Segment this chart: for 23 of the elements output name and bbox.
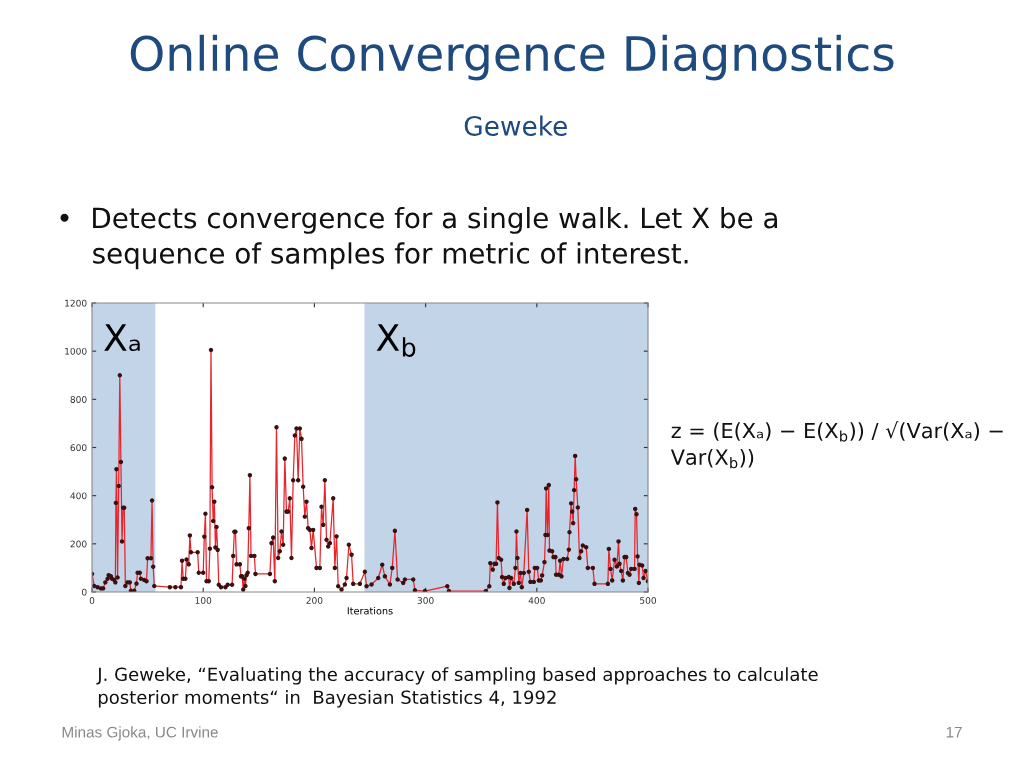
x-tick-label: 100 [195,597,212,604]
x-tick-label: 0 [89,597,95,604]
y-tick-label: 1000 [65,347,87,355]
y-tick-label: 600 [70,444,87,452]
x-tick-label: 400 [528,597,545,604]
band-label: Xₐ [104,324,140,352]
text: z = (E(Xₐ) − E(X$_{b}$)) / √(Var(Xₐ) − Var(X$_{b}$)) [670,421,1003,469]
y-tick-label: 0 [81,588,87,596]
y-tick-label: 800 [70,396,87,403]
band-label: X$_{b}$ [376,324,416,357]
y-tick-label: 400 [70,492,87,500]
x-tick-label: 200 [306,597,323,604]
text: 17 [946,726,962,738]
chart-title: Online Convergence Diagnostics [130,34,894,81]
y-tick-label: 200 [70,540,87,548]
y-tick-label: 1200 [65,299,87,307]
x-tick-label: 300 [417,597,434,604]
text: J. Geweke, “Evaluating the accuracy of sampling based approaches to calculate posterior moments“ in Bayesian Statistics 4, 1992 [96,667,818,708]
text: • Detects convergence for a single walk. Let X be a sequence of samples for metric of interest. [60,206,777,270]
x-tick-label: 500 [640,597,657,604]
text: Minas Gjoka, UC Irvine [62,726,218,741]
x-axis-title: Iterations [347,606,393,615]
chart-subtitle: Geweke [464,115,567,136]
